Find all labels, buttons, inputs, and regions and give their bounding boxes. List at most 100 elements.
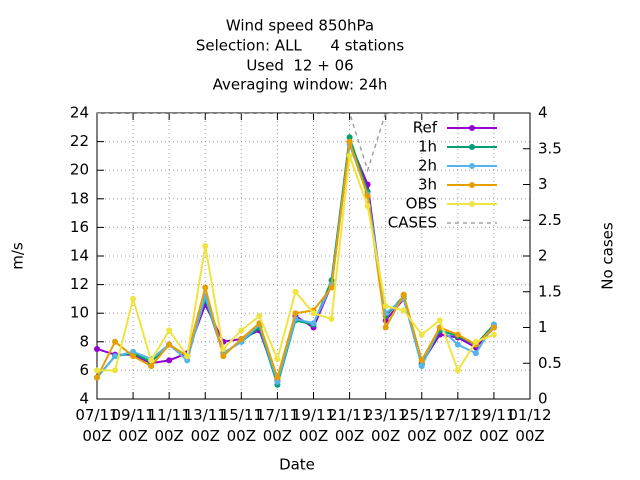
x-tick-label: 01/12 00Z (508, 406, 552, 445)
x-axis-label: Date (279, 456, 315, 474)
legend-label: 3h (418, 176, 437, 194)
data-point (94, 367, 100, 374)
y2-tick-label: 0.5 (538, 354, 562, 372)
x-tick-label: 09/11 00Z (111, 406, 155, 445)
data-point (472, 338, 479, 345)
x-tick-label: 25/11 00Z (400, 406, 444, 445)
y-tick-label: 16 (70, 218, 89, 236)
y2-tick-label: 2.5 (538, 211, 562, 229)
legend-marker (469, 163, 475, 169)
title-line: Used 12 + 06 (246, 57, 353, 75)
y-axis-label: m/s (9, 242, 27, 270)
data-point (274, 378, 281, 385)
data-point (130, 353, 137, 360)
data-point (292, 310, 299, 317)
x-tick-label: 29/11 00Z (472, 406, 516, 445)
data-point (382, 303, 389, 310)
title-line: Selection: ALL 4 stations (196, 37, 404, 55)
data-point (202, 284, 209, 291)
data-point (328, 284, 335, 291)
data-point (418, 357, 425, 364)
y-tick-label: 18 (70, 189, 89, 207)
y-tick-label: 20 (70, 161, 89, 179)
x-tick-label: 17/11 00Z (255, 406, 300, 445)
legend-label: 1h (418, 138, 437, 156)
data-point (400, 291, 407, 298)
data-point (112, 353, 119, 360)
data-point (328, 315, 335, 322)
data-point (310, 320, 317, 327)
y-tick-label: 14 (70, 247, 89, 265)
y2-tick-label: 3 (538, 175, 548, 193)
data-point (166, 327, 173, 334)
data-point (148, 363, 155, 370)
data-point (346, 152, 353, 159)
data-point (202, 242, 209, 249)
data-point (292, 288, 299, 295)
data-point (364, 202, 371, 209)
data-point (256, 313, 263, 320)
data-point (382, 324, 389, 331)
data-point (112, 367, 119, 374)
data-point (310, 310, 317, 317)
data-point (364, 192, 371, 199)
y-tick-label: 10 (70, 304, 89, 322)
data-point (238, 327, 245, 334)
title-line: Wind speed 850hPa (226, 17, 374, 35)
x-tick-label: 21/11 00Z (327, 406, 372, 445)
data-point (148, 357, 155, 364)
data-point (436, 317, 443, 324)
y-tick-label: 22 (70, 132, 89, 150)
x-tick-label: 15/11 00Z (219, 406, 263, 445)
legend-marker (469, 144, 475, 150)
data-point (418, 331, 425, 338)
legend-label: Ref (413, 119, 438, 137)
legend-label: CASES (388, 214, 437, 232)
data-point (346, 134, 353, 141)
data-point (166, 357, 173, 364)
data-point (490, 331, 497, 338)
data-point (94, 345, 100, 352)
x-tick-label: 13/11 00Z (183, 406, 227, 445)
data-point (130, 348, 137, 355)
legend-label: OBS (406, 195, 437, 213)
y-tick-label: 24 (70, 104, 89, 122)
legend-marker (469, 182, 475, 188)
data-point (418, 363, 425, 370)
y2-tick-label: 2 (538, 247, 548, 265)
y-tick-label: 12 (70, 275, 89, 293)
data-point (454, 341, 461, 348)
data-point (184, 357, 191, 364)
data-point (400, 307, 407, 314)
y-tick-label: 4 (79, 390, 89, 408)
x-tick-label: 19/11 00Z (291, 406, 336, 445)
x-tick-label: 27/11 00Z (436, 406, 480, 445)
legend-marker (469, 201, 475, 207)
data-point (274, 374, 281, 381)
legend-label: 2h (418, 157, 437, 175)
data-point (274, 355, 281, 362)
data-point (472, 350, 479, 357)
title-line: Averaging window: 24h (213, 76, 388, 94)
data-point (238, 335, 245, 342)
data-point (454, 331, 461, 338)
data-point (454, 367, 461, 374)
y2-tick-label: 1.5 (538, 282, 562, 300)
data-point (220, 353, 227, 360)
x-tick-label: 11/11 00Z (147, 406, 191, 445)
y2-tick-label: 3.5 (538, 139, 562, 157)
data-point (112, 338, 119, 345)
legend-marker (469, 125, 475, 131)
data-point (184, 353, 191, 360)
data-point (130, 295, 137, 302)
y-tick-label: 6 (79, 361, 89, 379)
y2-tick-label: 4 (538, 104, 548, 122)
y-tick-label: 8 (79, 332, 89, 350)
data-point (490, 324, 497, 331)
x-tick-label: 23/11 00Z (364, 406, 408, 445)
y2-axis-label: No cases (599, 222, 617, 290)
data-point (94, 374, 100, 381)
data-point (346, 138, 353, 145)
